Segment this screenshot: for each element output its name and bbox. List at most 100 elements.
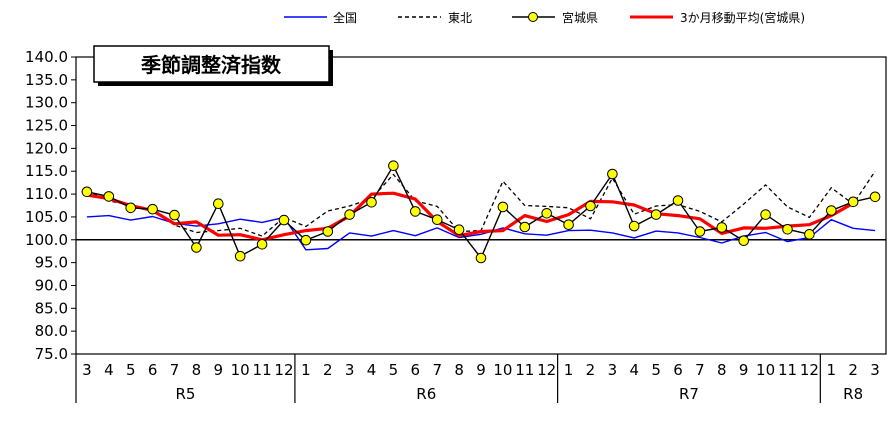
x-tick-label: 3	[82, 361, 92, 379]
series-marker	[847, 196, 859, 208]
y-tick-label: 140.0	[25, 48, 68, 66]
series-line-3	[86, 191, 854, 242]
title-box: 季節調整済指数	[93, 45, 333, 86]
series-marker	[278, 214, 290, 226]
x-tick-label: 8	[192, 361, 202, 379]
legend-label-miyagi: 宮城県	[562, 10, 598, 25]
legend-marker-miyagi	[528, 12, 538, 22]
series-marker	[125, 202, 136, 214]
x-tick-label: 4	[104, 361, 114, 379]
y-tick-label: 90.0	[35, 276, 68, 294]
y-tick-label: 110.0	[25, 185, 68, 203]
x-tick-label: 4	[629, 361, 639, 379]
series-marker	[344, 209, 355, 220]
series-marker	[650, 209, 662, 220]
series-marker	[694, 226, 706, 237]
x-tick-label: 10	[493, 361, 512, 379]
series-marker	[541, 208, 553, 219]
series-marker	[431, 214, 443, 225]
series-marker	[322, 226, 334, 237]
x-tick-label: 11	[515, 361, 534, 379]
x-tick-label: 8	[454, 361, 464, 379]
x-tick-label: 9	[214, 361, 224, 379]
series-line-2	[86, 164, 876, 259]
era-label: R6	[416, 385, 436, 403]
x-tick-label: 3	[608, 361, 618, 379]
x-tick-label: 6	[673, 361, 683, 379]
x-tick-label: 8	[717, 361, 727, 379]
series-layer	[81, 160, 881, 264]
series-marker	[716, 222, 728, 233]
series-marker	[147, 203, 158, 215]
title-box-frame	[93, 45, 330, 83]
era-label: R7	[679, 385, 699, 403]
series-marker	[169, 209, 180, 221]
series-marker	[563, 219, 574, 230]
x-tick-label: 10	[756, 361, 775, 379]
series-marker	[213, 198, 224, 209]
series-marker	[760, 209, 771, 220]
x-tick-label: 7	[432, 361, 442, 379]
series-marker	[300, 234, 312, 246]
series-marker	[782, 224, 793, 235]
x-tick-label: 1	[564, 361, 574, 379]
y-tick-label: 135.0	[25, 71, 68, 89]
x-tick-label: 6	[148, 361, 158, 379]
x-tick-label: 7	[695, 361, 705, 379]
x-tick-label: 12	[537, 361, 556, 379]
series-marker	[366, 197, 377, 208]
series-marker	[234, 250, 246, 262]
x-tick-label: 6	[411, 361, 421, 379]
x-tick-label: 5	[389, 361, 399, 379]
series-marker	[453, 224, 465, 235]
series-marker	[826, 205, 837, 216]
x-tick-label: 1	[301, 361, 311, 379]
series-marker	[585, 200, 596, 212]
series-marker	[628, 220, 640, 232]
series-marker	[388, 160, 399, 171]
y-tick-label: 130.0	[25, 94, 68, 112]
x-tick-label: 11	[778, 361, 797, 379]
series-marker	[475, 252, 487, 264]
series-marker	[738, 235, 750, 246]
plot-area	[75, 56, 887, 355]
series-marker	[103, 191, 115, 202]
y-tick-label: 85.0	[35, 299, 68, 317]
y-tick-label: 115.0	[25, 162, 68, 180]
series-marker	[410, 206, 421, 217]
series-marker	[81, 186, 93, 198]
series-marker	[869, 191, 881, 203]
x-axis: 3 4 5 6 7 8 9 10 11 12 1 2 3 4 5 6 7 8 9 10 11 12 1 2 3 4 5 6 7 8 9 10 1…	[75, 354, 880, 403]
x-tick-label: 4	[367, 361, 377, 379]
era-label: R5	[175, 385, 195, 403]
x-tick-label: 2	[323, 361, 333, 379]
legend-label-tohoku: 東北	[448, 11, 472, 25]
series-marker	[191, 242, 202, 253]
y-tick-label: 95.0	[35, 254, 68, 272]
x-tick-label: 2	[586, 361, 596, 379]
legend: 全国 東北 宮城県 3か月移動平均(宮城県)	[284, 10, 805, 25]
x-tick-label: 1	[826, 361, 836, 379]
x-tick-label: 3	[870, 361, 880, 379]
x-tick-label: 10	[231, 361, 250, 379]
y-tick-label: 125.0	[25, 117, 68, 135]
x-tick-label: 5	[651, 361, 661, 379]
y-tick-label: 75.0	[35, 345, 68, 363]
chart-title: 季節調整済指数	[140, 53, 282, 77]
y-tick-label: 120.0	[25, 139, 68, 157]
x-tick-label: 5	[126, 361, 136, 379]
x-tick-label: 7	[170, 361, 180, 379]
legend-label-moving-average: 3か月移動平均(宮城県)	[680, 10, 805, 25]
y-tick-label: 80.0	[35, 322, 68, 340]
y-tick-label: 105.0	[25, 208, 68, 226]
y-axis: 140.0 135.0 130.0 125.0 120.0 115.0 110.0 105.0…	[25, 48, 886, 363]
x-tick-label: 12	[274, 361, 293, 379]
era-label: R8	[843, 385, 863, 403]
y-tick-label: 100.0	[25, 231, 68, 249]
series-marker	[256, 239, 268, 250]
x-tick-label: 9	[739, 361, 749, 379]
x-tick-label: 3	[345, 361, 355, 379]
x-tick-label: 9	[476, 361, 486, 379]
series-marker	[497, 201, 509, 213]
